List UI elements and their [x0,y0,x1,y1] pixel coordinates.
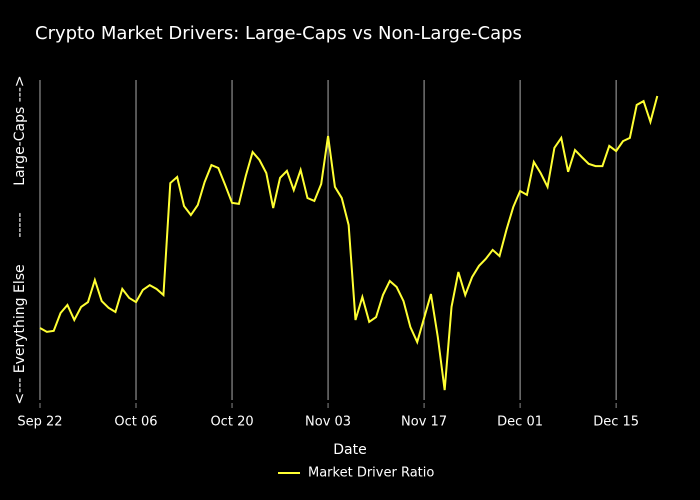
x-tick-label: Oct 20 [210,415,253,430]
x-tick-label: Dec 15 [593,415,639,430]
y-axis-title: <--- Everything Else ----- Large-Caps --… [12,75,28,404]
x-tick-label: Dec 01 [497,415,543,430]
x-tick-label: Nov 17 [401,415,447,430]
series-line [39,95,659,391]
legend-label: Market Driver Ratio [308,466,434,481]
x-tick-label: Nov 03 [305,415,351,430]
x-tick-label: Sep 22 [17,415,62,430]
x-axis-title: Date [333,442,366,458]
x-tick-label: Oct 06 [114,415,157,430]
chart-title: Crypto Market Drivers: Large-Caps vs Non… [35,23,522,44]
